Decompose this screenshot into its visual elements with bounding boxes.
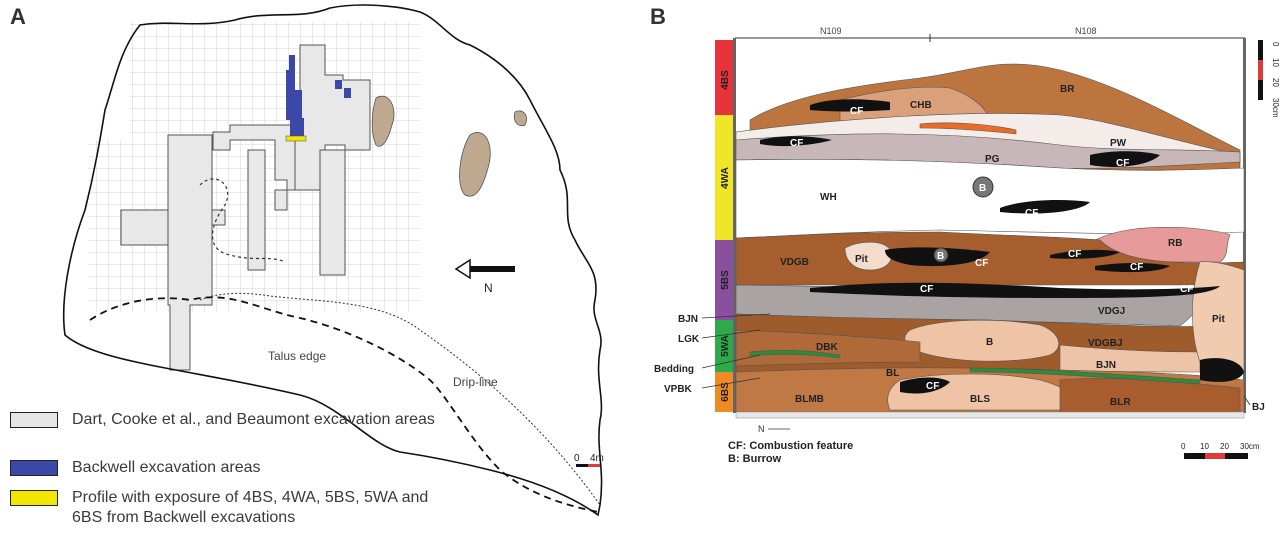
site-plan-map: A	[10, 4, 604, 517]
grid-ref-n109: N109	[820, 26, 842, 36]
svg-text:4BS: 4BS	[720, 70, 731, 90]
label-pit: Pit	[1212, 314, 1225, 325]
legend-text: Profile with exposure of 4BS, 4WA, 5BS, …	[72, 489, 429, 526]
scale-bar-b: 0 10 20 30cm	[1181, 442, 1260, 459]
label-pit: Pit	[855, 254, 868, 265]
legend-text: Dart, Cooke et al., and Beaumont excavat…	[72, 411, 435, 428]
svg-text:30cm: 30cm	[1240, 442, 1260, 451]
label-wh: WH	[820, 192, 837, 203]
label-vdgbj: VDGBJ	[1088, 338, 1122, 349]
label-cf: CF	[1025, 208, 1038, 219]
drip-line-label: Drip-line	[453, 375, 498, 389]
grid-ref-n108: N108	[1075, 26, 1097, 36]
section-north-label: N	[758, 424, 765, 434]
label-cf: CF	[926, 381, 939, 392]
label-pw: PW	[1110, 138, 1127, 149]
dart-cooke-beaumont-areas	[120, 44, 371, 371]
label-chb: CHB	[910, 100, 932, 111]
cave-outline	[62, 4, 603, 517]
label-cf: CF	[1130, 262, 1143, 273]
label-cf: CF	[1180, 284, 1193, 295]
label-cf: CF	[1068, 249, 1081, 260]
panel-a-site-plan: A	[0, 0, 640, 538]
side-label-vpbk: VPBK	[664, 384, 693, 395]
scale-bar-a: 0 4m	[574, 453, 604, 467]
label-cf: CF	[850, 106, 863, 117]
rocks	[371, 95, 527, 197]
side-labels: BJN LGK Bedding VPBK BJ	[654, 314, 1265, 413]
legend-swatch-yellow	[10, 490, 58, 506]
label-cf: CF	[790, 138, 803, 149]
north-label: N	[484, 281, 493, 295]
svg-text:0: 0	[574, 453, 580, 464]
legend-swatch-blue	[10, 460, 58, 476]
panel-b-label: B	[650, 4, 666, 29]
svg-text:20: 20	[1271, 78, 1280, 87]
label-pg: PG	[985, 154, 1000, 165]
panel-b-section: B N109 N108 4BS 4WA 5BS 5WA 6BS	[640, 0, 1280, 538]
svg-text:4WA: 4WA	[720, 167, 731, 189]
label-cf: CF	[975, 258, 988, 269]
svg-text:0: 0	[1181, 442, 1186, 451]
label-blmb: BLMB	[795, 394, 824, 405]
stratigraphic-section: B N109 N108 4BS 4WA 5BS 5WA 6BS	[650, 4, 1280, 459]
label-bjn: BJN	[1096, 360, 1116, 371]
label-br: BR	[1060, 84, 1075, 95]
profile-line	[285, 135, 307, 142]
note-burrow: B: Burrow	[728, 453, 782, 465]
label-burrow: B	[937, 251, 944, 262]
side-label-bj: BJ	[1252, 402, 1265, 413]
layer-labels: BR CHB CF PW CF PG CF B WH CF RB VDGB Pi…	[780, 84, 1225, 408]
unit-bar: 4BS 4WA 5BS 5WA 6BS	[715, 40, 733, 412]
svg-text:6BS: 6BS	[720, 382, 731, 402]
svg-text:30cm: 30cm	[1271, 98, 1280, 118]
leader-lines	[701, 313, 1251, 406]
backwell-areas	[286, 55, 351, 136]
label-cf: CF	[920, 284, 933, 295]
legend-text: Backwell excavation areas	[72, 459, 261, 476]
side-label-lgk: LGK	[678, 334, 700, 345]
panel-a-label: A	[10, 4, 26, 29]
talus-edge-line	[89, 296, 599, 513]
svg-text:5WA: 5WA	[720, 335, 731, 357]
svg-text:4m: 4m	[590, 453, 604, 464]
label-vdgj: VDGJ	[1098, 306, 1125, 317]
legend-swatch-grey	[10, 412, 58, 428]
label-cf: CF	[1116, 158, 1129, 169]
label-burrow: B	[979, 183, 986, 194]
svg-text:0: 0	[1271, 42, 1280, 47]
label-vdgb: VDGB	[780, 257, 809, 268]
label-blr: BLR	[1110, 397, 1131, 408]
vertical-scale: 0 10 20 30cm	[1258, 40, 1280, 118]
label-bls: BLS	[970, 394, 990, 405]
side-label-bjn: BJN	[678, 314, 698, 325]
svg-text:5BS: 5BS	[720, 270, 731, 290]
talus-edge-label: Talus edge	[268, 349, 326, 363]
svg-text:20: 20	[1220, 442, 1229, 451]
svg-text:10: 10	[1271, 58, 1280, 67]
label-rb: RB	[1168, 238, 1182, 249]
side-label-bedding: Bedding	[654, 364, 694, 375]
label-bl: BL	[886, 368, 899, 379]
label-burrow: B	[986, 337, 993, 348]
svg-text:10: 10	[1200, 442, 1209, 451]
north-arrow: N	[454, 258, 515, 295]
note-cf: CF: Combustion feature	[728, 440, 854, 452]
label-dbk: DBK	[816, 342, 838, 353]
section-notes: CF: Combustion feature B: Burrow	[728, 440, 853, 466]
